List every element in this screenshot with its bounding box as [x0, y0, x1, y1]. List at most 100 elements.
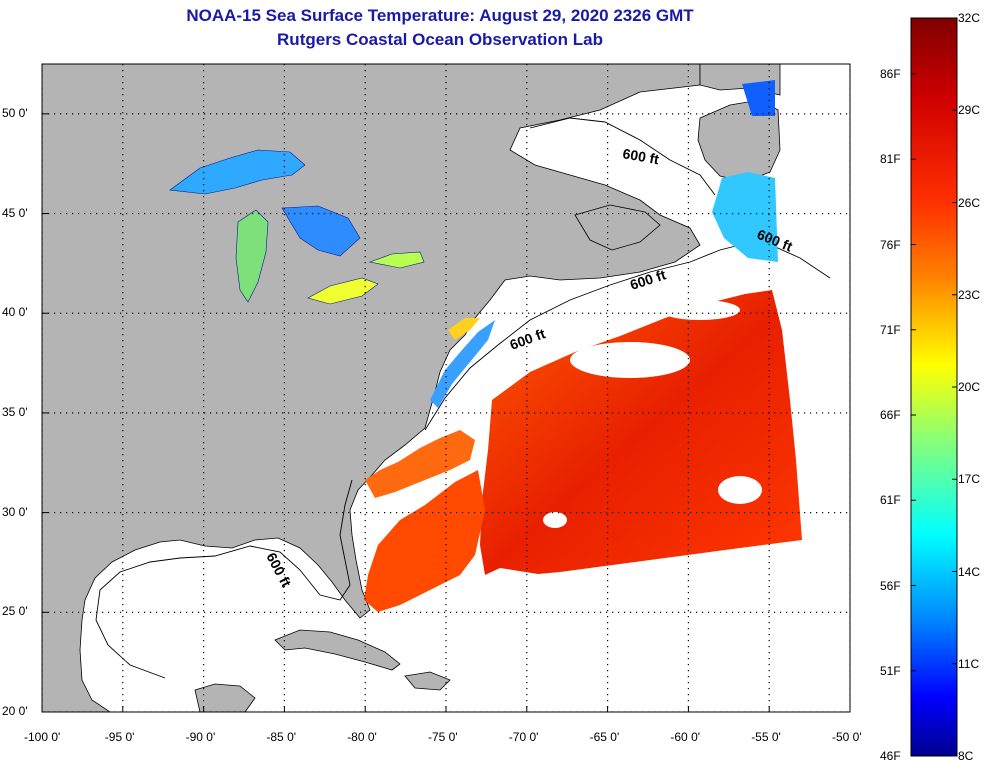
graticule-dot: [102, 312, 104, 314]
land-hispaniola: [404, 671, 451, 691]
graticule-dot: [216, 611, 218, 613]
graticule-dot: [526, 574, 528, 576]
graticule-dot: [660, 512, 662, 514]
graticule-dot: [607, 208, 609, 210]
graticule-dot: [768, 256, 770, 258]
graticule-dot: [122, 250, 124, 252]
graticule-dot: [402, 212, 404, 215]
graticule-dot: [546, 113, 548, 115]
graticule-dot: [526, 436, 528, 438]
graticule-dot: [822, 412, 824, 414]
graticule-dot: [768, 598, 770, 600]
graticule-dot: [687, 250, 689, 252]
graticule-dot: [78, 113, 80, 115]
graticule-dot: [504, 412, 506, 414]
graticule-dot: [576, 212, 578, 215]
graticule-dot: [768, 418, 770, 420]
graticule-dot: [607, 178, 609, 180]
graticule-dot: [390, 312, 392, 314]
lon-label: -95 0': [104, 730, 135, 744]
graticule-dot: [150, 312, 152, 314]
graticule-dot: [294, 212, 296, 215]
graticule-dot: [607, 664, 609, 666]
graticule-dot: [702, 312, 704, 314]
graticule-dot: [534, 312, 536, 314]
graticule-dot: [122, 526, 124, 528]
graticule-dot: [816, 113, 818, 115]
graticule-dot: [840, 512, 842, 514]
graticule-dot: [687, 592, 689, 594]
graticule-dot: [364, 196, 366, 198]
graticule-dot: [570, 212, 572, 215]
graticule-dot: [192, 312, 194, 314]
graticule-dot: [372, 212, 374, 215]
graticule-dot: [364, 310, 366, 312]
graticule-dot: [702, 412, 704, 414]
graticule-dot: [396, 113, 398, 115]
graticule-dot: [526, 592, 528, 594]
graticule-dot: [445, 166, 447, 168]
graticule-dot: [687, 628, 689, 630]
graticule-dot: [526, 412, 528, 414]
graticule-dot: [792, 212, 794, 215]
graticule-dot: [468, 312, 470, 314]
graticule-dot: [780, 512, 782, 514]
graticule-dot: [102, 412, 104, 414]
graticule-dot: [450, 312, 452, 314]
graticule-dot: [526, 676, 528, 678]
graticule-dot: [816, 312, 818, 314]
graticule-dot: [438, 113, 440, 115]
graticule-dot: [687, 256, 689, 258]
graticule-dot: [607, 592, 609, 594]
graticule-dot: [364, 220, 366, 222]
graticule-dot: [726, 412, 728, 414]
graticule-dot: [283, 610, 285, 612]
graticule-dot: [228, 412, 230, 414]
graticule-dot: [445, 550, 447, 552]
graticule-dot: [174, 113, 176, 115]
graticule-dot: [203, 106, 205, 108]
graticule-dot: [768, 136, 770, 138]
graticule-dot: [654, 212, 656, 215]
graticule-dot: [607, 634, 609, 636]
graticule-dot: [150, 512, 152, 514]
graticule-dot: [445, 694, 447, 696]
graticule-dot: [666, 113, 668, 115]
graticule-dot: [834, 512, 836, 514]
graticule-dot: [687, 352, 689, 354]
graticule-dot: [618, 312, 620, 314]
graticule-dot: [526, 142, 528, 144]
graticule-dot: [122, 478, 124, 480]
graticule-dot: [687, 418, 689, 420]
graticule-dot: [607, 328, 609, 330]
graticule-dot: [150, 412, 152, 414]
graticule-dot: [390, 512, 392, 514]
graticule-dot: [607, 232, 609, 234]
graticule-dot: [364, 190, 366, 192]
graticule-dot: [122, 292, 124, 294]
graticule-dot: [594, 611, 596, 613]
graticule-dot: [687, 298, 689, 300]
graticule-dot: [364, 76, 366, 78]
land-nova-scotia: [574, 204, 661, 251]
graticule-dot: [607, 406, 609, 408]
graticule-dot: [364, 610, 366, 612]
graticule-dot: [96, 212, 98, 215]
graticule-dot: [594, 312, 596, 314]
graticule-dot: [768, 352, 770, 354]
graticule-dot: [445, 292, 447, 294]
graticule-dot: [768, 208, 770, 210]
graticule-dot: [283, 466, 285, 468]
graticule-dot: [607, 364, 609, 366]
graticule-dot: [607, 658, 609, 660]
graticule-dot: [72, 113, 74, 115]
graticule-dot: [216, 312, 218, 314]
graticule-dot: [526, 478, 528, 480]
graticule-dot: [126, 512, 128, 514]
graticule-dot: [714, 113, 716, 115]
graticule-dot: [612, 412, 614, 414]
graticule-dot: [594, 512, 596, 514]
graticule-dot: [526, 400, 528, 402]
graticule-dot: [756, 611, 758, 613]
graticule-dot: [122, 646, 124, 648]
